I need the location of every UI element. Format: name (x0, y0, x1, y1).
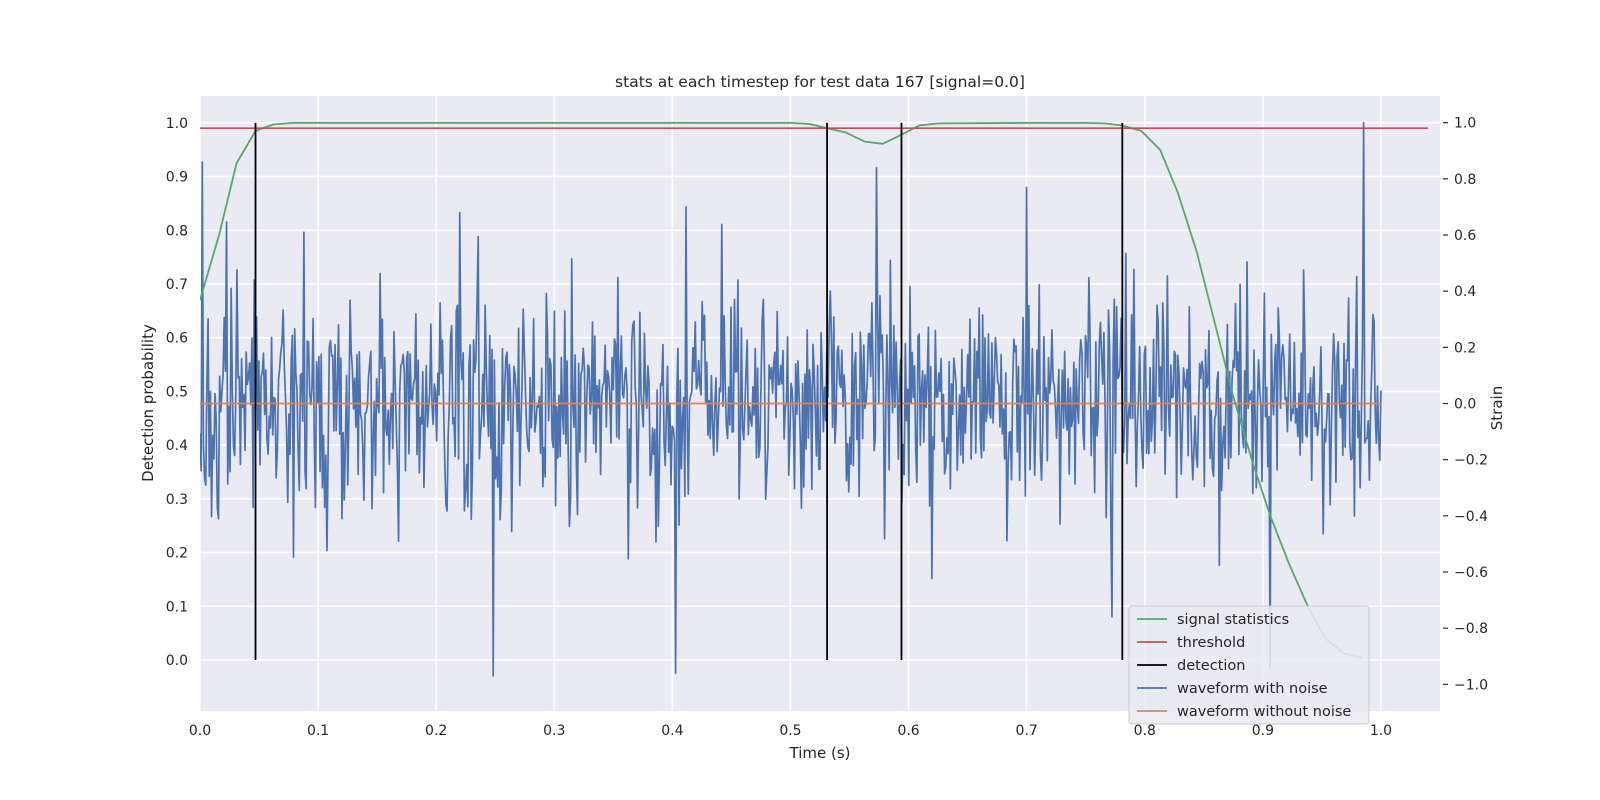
y-right-tick-label: −0.6 (1454, 565, 1488, 581)
y-left-tick-label: 0.3 (166, 492, 188, 508)
y-left-tick-label: 0.2 (166, 546, 188, 562)
y-right-tick-label: −0.8 (1454, 621, 1488, 637)
y-right-tick-label: 0.2 (1454, 340, 1476, 356)
legend-label: threshold (1177, 635, 1245, 651)
signal-statistics-line (200, 121, 1363, 659)
y-left-tick-label: 0.6 (166, 331, 188, 347)
y-left-tick-label: 0.7 (166, 277, 188, 293)
x-tick-label: 1.0 (1370, 723, 1392, 739)
waveform-with-noise-line (200, 121, 1382, 677)
y-right-tick-label: 0.0 (1454, 397, 1476, 413)
x-tick-label: 0.6 (897, 723, 919, 739)
x-tick-label: 0.1 (307, 723, 329, 739)
x-tick-label: 0.9 (1252, 723, 1274, 739)
y-right-axis-label: Strain (1488, 386, 1506, 430)
y-right-tick-label: 0.4 (1454, 284, 1476, 300)
y-left-axis-ticks: 0.0 0.1 0.2 0.3 0.4 0.5 0.6 0.7 0.8 0.9 1.0 (166, 116, 188, 669)
x-tick-label: 0.8 (1134, 723, 1156, 739)
y-left-tick-label: 0.8 (166, 223, 188, 239)
legend-label: waveform with noise (1177, 681, 1328, 697)
y-right-axis-ticks: −1.0 −0.8 −0.6 −0.4 −0.2 0.0 0.2 0.4 0.6 0.8 1.0 (1443, 116, 1488, 693)
legend-label: signal statistics (1177, 612, 1289, 628)
x-tick-label: 0.5 (779, 723, 801, 739)
y-right-tick-label: 0.6 (1454, 228, 1476, 244)
y-left-tick-label: 0.9 (166, 170, 188, 186)
x-axis-label: Time (s) (789, 744, 851, 762)
x-tick-label: 0.2 (425, 723, 447, 739)
x-tick-label: 0.3 (543, 723, 565, 739)
legend-label: detection (1177, 658, 1245, 674)
y-right-tick-label: −0.2 (1454, 453, 1488, 469)
x-tick-label: 0.0 (189, 723, 211, 739)
x-tick-label: 0.4 (661, 723, 683, 739)
y-right-tick-label: 1.0 (1454, 116, 1476, 132)
legend-box (1128, 605, 1370, 725)
y-right-tick-label: −1.0 (1454, 677, 1488, 693)
chart-title: stats at each timestep for test data 167… (615, 73, 1025, 91)
legend-label: waveform without noise (1177, 704, 1351, 720)
legend: signal statistics threshold detection wavef… (1128, 605, 1370, 725)
y-left-tick-label: 0.4 (166, 438, 188, 454)
y-right-tick-label: −0.4 (1454, 509, 1488, 525)
series-layer (200, 121, 1429, 677)
y-right-tick-label: 0.8 (1454, 172, 1476, 188)
y-left-tick-label: 1.0 (166, 116, 188, 132)
y-left-tick-label: 0.5 (166, 384, 188, 400)
y-left-tick-label: 0.0 (166, 653, 188, 669)
y-left-axis-label: Detection probability (139, 324, 157, 482)
x-axis-ticks: 0.0 0.1 0.2 0.3 0.4 0.5 0.6 0.7 0.8 0.9 1.0 (189, 723, 1392, 739)
y-left-tick-label: 0.1 (166, 599, 188, 615)
x-tick-label: 0.7 (1016, 723, 1038, 739)
